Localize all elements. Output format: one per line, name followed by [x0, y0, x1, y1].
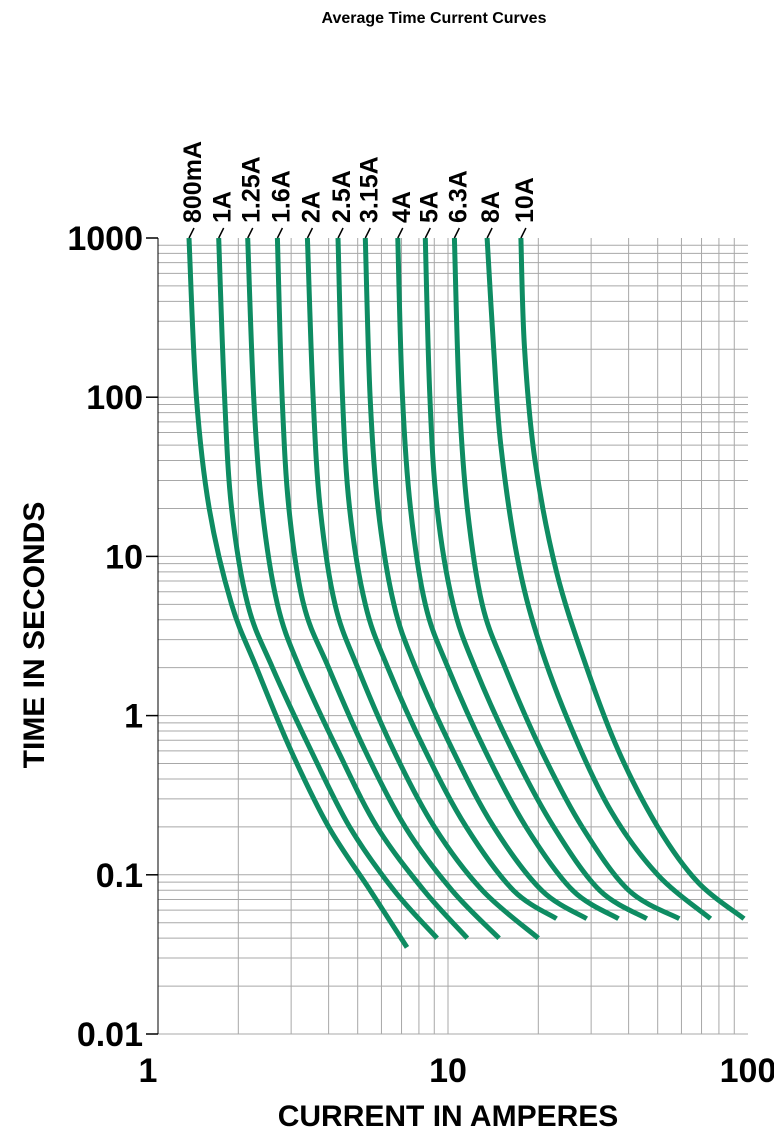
curve-label: 2A	[297, 191, 325, 223]
curve-1A	[216, 237, 439, 940]
curve-label: 1A	[209, 191, 237, 223]
curve-4A	[395, 237, 620, 921]
curve-2.5A	[335, 237, 558, 921]
curve-label: 800mA	[179, 141, 207, 223]
curve-label: 1.6A	[267, 170, 295, 223]
curve-1.25A	[245, 237, 470, 940]
y-tick-label: 0.1	[96, 857, 143, 895]
curve-label: 6.3A	[444, 170, 472, 223]
curve-8A	[484, 237, 713, 921]
grid	[158, 238, 748, 1035]
curve-label-leader	[306, 227, 314, 239]
curve-label-leader	[276, 227, 284, 239]
curve-label-leader	[453, 227, 461, 239]
curve-label-leader	[424, 227, 431, 239]
x-tick-label: 10	[429, 1052, 467, 1090]
axes	[146, 237, 159, 1035]
curve-5A	[422, 237, 649, 921]
chart-title: Average Time Current Curves	[322, 10, 547, 27]
curve-6.3A	[451, 237, 681, 921]
curve-label-leader	[217, 227, 225, 239]
y-tick-label: 1	[124, 698, 143, 736]
curve-label-leader	[188, 227, 195, 239]
x-axis-label: CURRENT IN AMPERES	[278, 1100, 619, 1133]
curve-label: 8A	[477, 191, 505, 223]
curve-label-leader	[520, 227, 527, 239]
curve-label-leader	[397, 227, 404, 239]
y-axis-label: TIME IN SECONDS	[18, 502, 51, 769]
curve-label: 10A	[511, 177, 539, 223]
curve-2A	[304, 237, 540, 941]
curve-1.6A	[274, 237, 501, 940]
curve-label-leader	[337, 227, 344, 239]
curve-3.15A	[362, 237, 589, 921]
x-tick-label: 100	[720, 1052, 774, 1090]
curve-label-leader	[364, 227, 371, 239]
curve-800mA	[186, 237, 410, 949]
y-tick-label: 0.01	[77, 1016, 143, 1054]
curve-label-leader	[247, 227, 254, 239]
curve-labels: 800mA 1A 1.25A 1.6A 2A 2.5A 3.15A 4A 5A 6.3A 8A 10A	[179, 141, 539, 239]
curve-label-leader	[486, 227, 493, 239]
curve-label: 3.15A	[355, 156, 383, 223]
curve-label: 5A	[415, 191, 443, 223]
curve-label: 1.25A	[238, 156, 266, 223]
curve-label: 4A	[388, 191, 416, 223]
x-tick-label: 1	[139, 1052, 158, 1090]
curve-10A	[518, 237, 746, 921]
y-tick-label: 100	[86, 379, 143, 417]
curve-label: 2.5A	[328, 170, 356, 223]
y-tick-label: 10	[105, 538, 143, 576]
y-tick-label: 1000	[67, 220, 143, 258]
curves	[186, 237, 746, 949]
